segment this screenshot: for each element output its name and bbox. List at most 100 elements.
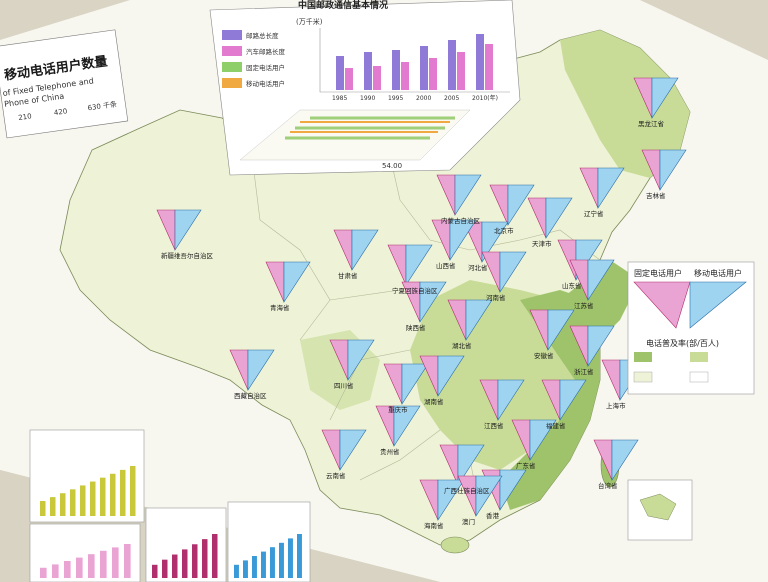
province-label: 福建省 (546, 421, 566, 430)
province-label: 浙江省 (574, 367, 594, 376)
postal-chart-unit: (万千米) (296, 17, 323, 26)
postal-lower-lines-2 (290, 121, 450, 133)
mini-bar (234, 564, 239, 578)
postal-year-label: 1990 (360, 95, 375, 102)
legend-mobile-funnel (689, 281, 747, 329)
inset-land (639, 493, 677, 521)
province-mobile-funnel (475, 475, 503, 518)
mini-bar (124, 544, 131, 578)
province-mobile-funnel (547, 309, 575, 352)
region-northeast (560, 30, 690, 178)
postal-years: 1985 1990 1995 2000 2005 2010(年) (332, 94, 498, 102)
legend-density-label: 电话普及率(部/百人) (646, 338, 719, 348)
hainan-island (440, 536, 470, 554)
postal-bar-route (336, 56, 344, 90)
province-mobile-funnel (499, 469, 527, 512)
province-label: 宁夏回族自治区 (392, 286, 438, 295)
postal-bar-route (420, 46, 428, 90)
mini-bar (88, 554, 95, 578)
mini-bar (70, 489, 76, 516)
province-label: 山东省 (562, 281, 582, 290)
postal-bar-car-route (373, 66, 381, 90)
province-label: 河北省 (468, 263, 488, 272)
province-label: 河南省 (486, 293, 506, 302)
province-label: 西藏自治区 (234, 391, 267, 400)
mini-bar (76, 557, 83, 578)
province-label: 贵州省 (380, 447, 400, 456)
postal-bar-car-route (401, 62, 409, 90)
province-mobile-funnel (339, 429, 367, 472)
province-mobile-funnel (283, 261, 311, 304)
postal-legend-label: 邮路总长度 (246, 31, 279, 40)
province-mobile-funnel (457, 444, 485, 487)
mini-bar (90, 481, 96, 516)
province-mobile-funnel (507, 184, 535, 227)
province-mobile-funnel (529, 419, 557, 462)
postal-bar-route (476, 34, 484, 90)
postal-bar-route (448, 40, 456, 90)
mini-bar (279, 542, 284, 578)
province-label: 内蒙古自治区 (441, 216, 481, 225)
postal-bar-car-route (485, 44, 493, 90)
province-mobile-funnel (401, 363, 429, 406)
postal-legend-swatch (222, 78, 242, 88)
mini-bar (40, 567, 47, 578)
legend-swatch-light (633, 371, 653, 383)
mini-bar (60, 493, 66, 516)
mini-bar (130, 466, 136, 516)
province-glyphs (156, 77, 687, 522)
province-label: 云南省 (326, 471, 346, 480)
province-mobile-funnel (545, 197, 573, 240)
mini-bar (50, 497, 56, 516)
province-label: 辽宁省 (584, 209, 604, 218)
postal-chart-title: 中国邮政通信基本情况 (298, 0, 388, 11)
province-label: 四川省 (334, 381, 354, 390)
province-mobile-funnel (497, 379, 525, 422)
bottom-left-charts (29, 429, 311, 582)
province-mobile-funnel (659, 149, 687, 192)
legend-swatch-white (689, 371, 709, 383)
postal-bars (336, 34, 493, 90)
province-mobile-funnel (587, 259, 615, 302)
mini-bar (243, 560, 248, 578)
mini-bar (270, 547, 275, 578)
postal-bottom-value: 54.00 (382, 162, 402, 170)
postal-legend-label: 固定电话用户 (246, 63, 285, 72)
title-panel: 移动电话用户数量 of Fixed Telephone and Phone of… (0, 29, 129, 139)
postal-bar-car-route (345, 68, 353, 90)
province-mobile-funnel (174, 209, 202, 252)
province-label: 湖北省 (452, 341, 472, 350)
province-mobile-funnel (454, 174, 482, 217)
postal-legend-swatch (222, 30, 242, 40)
legend-fixed-funnel (633, 281, 691, 329)
mini-bar (162, 559, 168, 578)
postal-year-label: 1995 (388, 95, 403, 102)
province-mobile-funnel (559, 379, 587, 422)
scale-value-3: 630 千条 (87, 99, 118, 112)
legend-swatch-dark (634, 352, 652, 362)
province-mobile-funnel (437, 355, 465, 398)
province-mobile-funnel (419, 281, 447, 324)
province-mobile-funnel (437, 479, 465, 522)
mini-bar (112, 547, 119, 578)
province-label: 海南省 (424, 521, 444, 530)
scale-value-1: 210 (18, 112, 32, 122)
scale-value-2: 420 (53, 107, 67, 117)
mini-bar (288, 538, 293, 578)
province-label: 上海市 (606, 401, 626, 410)
province-mobile-funnel (651, 77, 679, 120)
mini-bar (202, 539, 208, 578)
legend-fixed-label: 固定电话用户 (634, 268, 682, 278)
legend-mobile-label: 移动电话用户 (694, 268, 742, 278)
mini-bar (52, 564, 59, 578)
province-label: 山西省 (436, 261, 456, 270)
province-mobile-funnel (449, 219, 477, 262)
mini-chart-purple (152, 534, 218, 578)
province-label: 新疆维吾尔自治区 (161, 251, 214, 260)
province-mobile-funnel (393, 405, 421, 448)
mini-bar (100, 477, 106, 516)
province-mobile-funnel (499, 251, 527, 294)
